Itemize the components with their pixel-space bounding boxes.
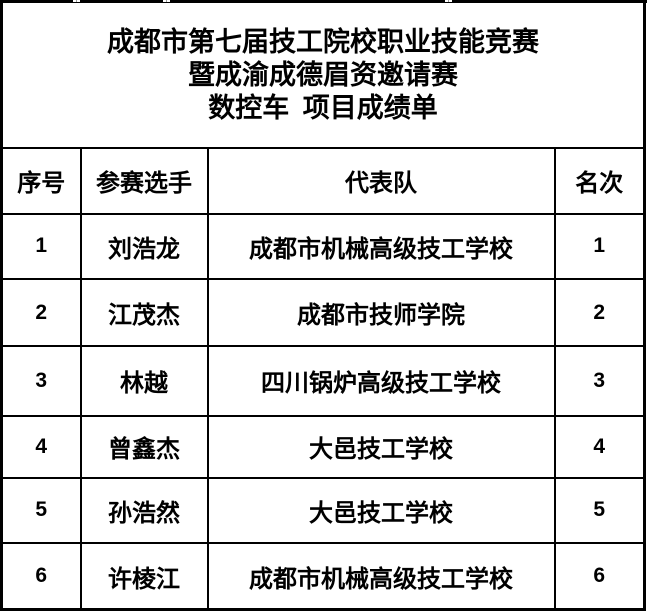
col-header-contestant: 参赛选手 (79, 147, 209, 215)
cell-name: 许棱江 (79, 542, 209, 611)
cell-serial: 4 (0, 414, 82, 479)
cell-serial: 2 (0, 277, 82, 348)
col-header-serial: 序号 (0, 147, 82, 215)
cell-team: 成都市技师学院 (206, 277, 556, 348)
table-row: 2 江茂杰 成都市技师学院 2 (0, 277, 646, 348)
title-line-3: 数控车 项目成绩单 (208, 92, 438, 123)
cell-serial: 6 (0, 542, 82, 611)
cell-serial: 5 (0, 476, 82, 545)
table-row: 1 刘浩龙 成都市机械高级技工学校 1 (0, 212, 646, 280)
cell-team: 大邑技工学校 (206, 476, 556, 545)
cell-rank: 6 (553, 542, 646, 611)
cell-serial: 1 (0, 212, 82, 280)
table-row: 6 许棱江 成都市机械高级技工学校 6 (0, 542, 646, 611)
col-header-team: 代表队 (206, 147, 556, 215)
table-row: 3 林越 四川锅炉高级技工学校 3 (0, 345, 646, 417)
scan-artifact-notch (163, 0, 170, 2)
table-row: 4 曾鑫杰 大邑技工学校 4 (0, 414, 646, 479)
cell-rank: 5 (553, 476, 646, 545)
title-line-1: 成都市第七届技工院校职业技能竞赛 (107, 26, 539, 57)
cell-name: 林越 (79, 345, 209, 417)
header-row: 序号 参赛选手 代表队 名次 (0, 147, 646, 215)
cell-team: 成都市机械高级技工学校 (206, 212, 556, 280)
cell-team: 成都市机械高级技工学校 (206, 542, 556, 611)
cell-team: 四川锅炉高级技工学校 (206, 345, 556, 417)
title-row: 成都市第七届技工院校职业技能竞赛 暨成渝成德眉资邀请赛 数控车 项目成绩单 (0, 0, 646, 150)
competition-title: 成都市第七届技工院校职业技能竞赛 暨成渝成德眉资邀请赛 数控车 项目成绩单 (0, 0, 646, 150)
cell-team: 大邑技工学校 (206, 414, 556, 479)
table-row: 5 孙浩然 大邑技工学校 5 (0, 476, 646, 545)
cell-name: 江茂杰 (79, 277, 209, 348)
cell-rank: 1 (553, 212, 646, 280)
cell-rank: 2 (553, 277, 646, 348)
scan-artifact-notch (73, 0, 80, 2)
top-rule (0, 0, 647, 3)
title-line-2: 暨成渝成德眉资邀请赛 (188, 59, 458, 90)
col-header-rank: 名次 (553, 147, 646, 215)
cell-name: 孙浩然 (79, 476, 209, 545)
cell-rank: 4 (553, 414, 646, 479)
cell-rank: 3 (553, 345, 646, 417)
cell-name: 曾鑫杰 (79, 414, 209, 479)
cell-name: 刘浩龙 (79, 212, 209, 280)
scan-artifact-notch (445, 0, 452, 2)
cell-serial: 3 (0, 345, 82, 417)
